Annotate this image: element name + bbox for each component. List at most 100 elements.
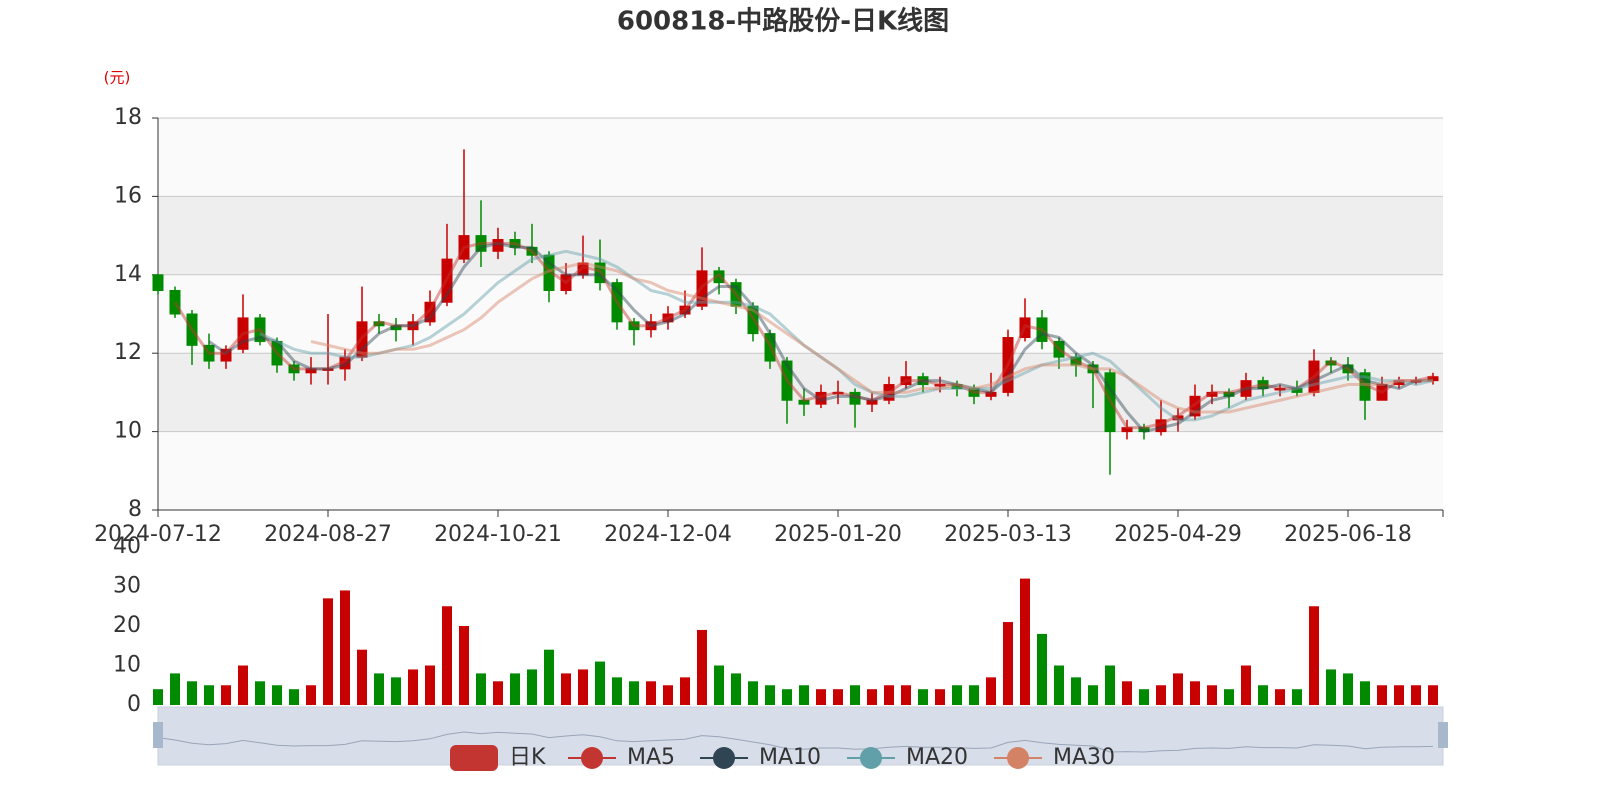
y-tick-label: 8 [128,497,142,522]
legend-label[interactable]: MA20 [906,745,968,770]
candle-body [798,399,810,405]
candle-body [679,305,691,315]
volume-bar [952,685,962,705]
candle-body [968,387,980,397]
candle-body [713,270,725,284]
legend-icon[interactable] [713,747,735,769]
candle-body [662,313,674,323]
volume-bar [969,685,979,705]
volume-bar [493,681,503,705]
volume-bar [1360,681,1370,705]
volume-bar [1088,685,1098,705]
legend-icon[interactable] [860,747,882,769]
volume-bar [340,590,350,705]
y-tick-label: 14 [114,262,142,287]
candle-body [220,348,232,362]
volume-bar [646,681,656,705]
candle-body [492,239,504,252]
x-tick-label: 2024-08-27 [264,522,392,547]
volume-bar [442,606,452,705]
volume-bar [1428,685,1438,705]
candle-body [832,391,844,395]
volume-bar [544,649,554,705]
candle-body [849,391,861,405]
candle-body [866,399,878,405]
volume-bar [697,629,707,705]
volume-bar [595,661,605,705]
candle-body [628,321,640,331]
candle-body [1257,380,1269,389]
candle-body [1104,372,1116,433]
candle-body [1410,380,1422,383]
legend-label[interactable]: MA10 [759,745,821,770]
volume-bar [221,685,231,705]
legend-icon[interactable] [1007,747,1029,769]
candle-body [475,235,487,252]
candle-body [1155,419,1167,433]
legend-icon[interactable] [450,745,498,771]
zoom-handle[interactable] [153,722,163,748]
volume-bar [1326,669,1336,705]
candle-body [764,333,776,362]
zoom-slider [157,706,1444,766]
ma-line [208,241,1433,434]
volume-bar [578,669,588,705]
x-tick-label: 2025-03-13 [944,522,1072,547]
volume-bar [1343,673,1353,705]
legend-label[interactable]: MA30 [1053,745,1115,770]
candle-body [934,384,946,387]
x-tick-label: 2025-01-20 [774,522,902,547]
chart-title: 600818-中路股份-日K线图 [617,6,949,37]
candle-body [152,274,164,291]
candle-body [390,325,402,331]
candle-body [747,305,759,335]
x-tick-label: 2024-12-04 [604,522,732,547]
volume-bar [816,689,826,705]
volume-bar [323,598,333,705]
candle-body [424,301,436,323]
grid-band [158,431,1443,510]
volume-bar [1292,689,1302,705]
candle-body [1172,415,1184,421]
candle-body [696,270,708,307]
candle-body [1274,387,1286,391]
volume-bar [272,685,282,705]
volume-bar [357,649,367,705]
candle-body [815,391,827,405]
volume-bar [935,689,945,705]
candle-body [1240,380,1252,397]
candle-body [509,239,521,248]
legend-label[interactable]: MA5 [627,745,675,770]
candle-body [985,391,997,397]
candle-body [1427,376,1439,382]
candle-body [1121,427,1133,433]
zoom-handle[interactable] [1438,722,1448,748]
legend-label[interactable]: 日K [509,745,546,770]
candle-body [1393,380,1405,386]
volume-bar [527,669,537,705]
candle-body [1342,364,1354,374]
volume-bar [799,685,809,705]
volume-bar [170,673,180,705]
legend-icon[interactable] [581,747,603,769]
zoom-shadow [157,731,1434,753]
volume-tick-label: 30 [113,574,141,599]
volume-bar [1258,685,1268,705]
volume-bar [1411,685,1421,705]
ma-line [310,261,1433,414]
volume-bar [1105,665,1115,705]
candle-body [1036,317,1048,342]
volume-bar [1241,665,1251,705]
volume-bar [1377,685,1387,705]
grid-band [158,118,1443,197]
candle-body [1223,391,1235,397]
candle-body [594,262,606,284]
candle-body [1308,360,1320,393]
volume-bar [408,669,418,705]
candle-body [1189,395,1201,417]
candle-body [322,368,334,371]
volume-bar [986,677,996,705]
volume-bar [153,689,163,705]
volume-tick-label: 40 [113,534,141,559]
candle-body [1291,387,1303,393]
